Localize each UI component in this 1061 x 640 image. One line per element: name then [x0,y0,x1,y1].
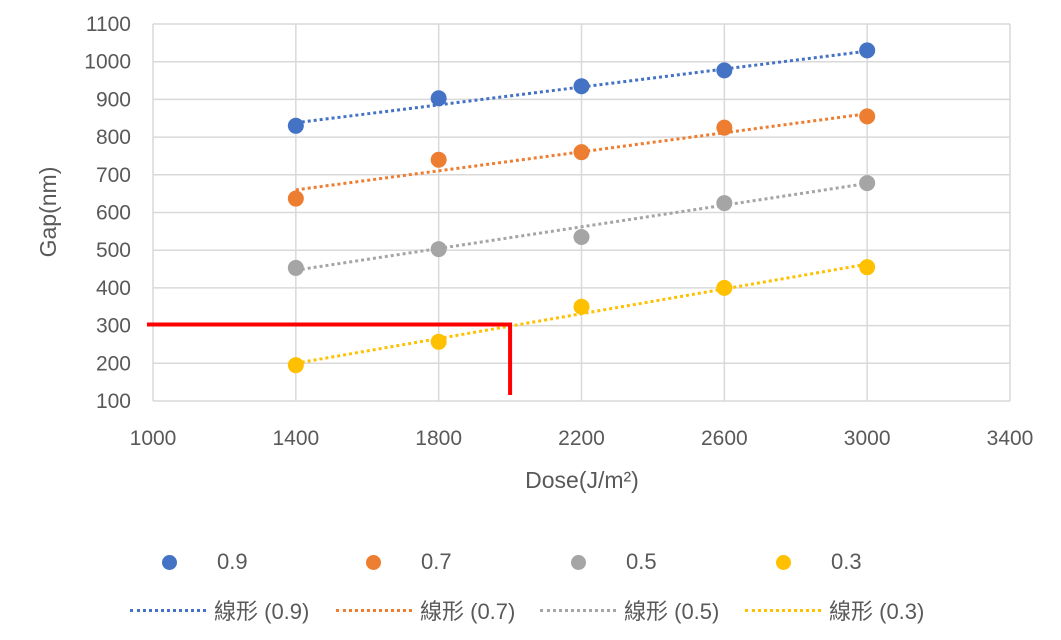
blue-dot-icon [162,554,177,570]
legend-label: 0.3 [831,549,862,574]
data-point [573,78,590,95]
y-tick-label: 100 [96,390,131,413]
data-point [287,117,304,134]
legend-markers-row: 0.9 0.7 0.5 0.3 [0,542,1061,582]
data-point [573,144,590,161]
blue-dotted-line-icon [130,608,206,612]
y-axis-label: Gap(nm) [35,167,61,258]
legend-item-0.3: 0.3 [776,542,862,582]
yellow-dotted-line-icon [745,608,821,612]
legend-trend-label: 線形 (0.3) [829,599,925,624]
y-tick-label: 300 [96,315,131,338]
x-tick-labels: 1000 1400 1800 2200 2600 3000 3400 [130,427,1034,450]
y-tick-label: 1000 [84,51,131,74]
data-point [716,195,733,212]
data-point [716,62,733,79]
data-point [287,190,304,207]
data-point [573,298,590,315]
grid-lines [152,23,1011,402]
x-tick-label: 3400 [987,427,1034,450]
legend-item-0.9: 0.9 [162,542,248,582]
data-point [430,333,447,350]
legend-trend-label: 線形 (0.5) [624,599,720,624]
legend-label: 0.5 [626,549,657,574]
data-point [573,229,590,246]
y-tick-label: 200 [96,352,131,375]
gray-dot-icon [571,554,586,570]
x-tick-label: 2600 [701,427,748,450]
data-point [859,259,876,276]
legend-item-0.5: 0.5 [571,542,657,582]
legend-trend-0.5: 線形 (0.5) [540,590,719,630]
x-axis-label: Dose(J/m²) [525,467,639,493]
y-tick-label: 500 [96,239,131,262]
legend-trend-0.7: 線形 (0.7) [336,590,515,630]
orange-dotted-line-icon [336,608,412,612]
legend-label: 0.9 [217,549,248,574]
data-points [287,42,876,374]
data-point [287,357,304,374]
gray-dotted-line-icon [540,608,616,612]
y-tick-label: 600 [96,202,131,225]
annotation-lines [147,322,513,395]
y-tick-label: 400 [96,277,131,300]
data-point [859,42,876,59]
x-tick-label: 1000 [130,427,177,450]
x-tick-label: 3000 [844,427,891,450]
data-point [430,241,447,258]
orange-dot-icon [366,554,381,570]
x-tick-label: 2200 [558,427,605,450]
yellow-dot-icon [776,554,791,570]
legend: 0.9 0.7 0.5 0.3 線形 (0.9) 線形 (0.7) 線形 (0.… [0,530,1061,640]
data-point [430,90,447,107]
data-point [287,259,304,276]
legend-trend-label: 線形 (0.7) [420,599,516,624]
data-point [430,151,447,168]
legend-trend-0.3: 線形 (0.3) [745,590,924,630]
y-tick-label: 1100 [86,13,131,36]
legend-trend-0.9: 線形 (0.9) [130,590,309,630]
y-tick-labels: 100 200 300 400 500 600 700 800 900 1000 1100 [84,13,131,413]
scatter-chart: 1000 1400 1800 2200 2600 3000 3400 100 200 300 40… [35,13,1034,493]
y-tick-label: 900 [96,88,131,111]
legend-label: 0.7 [421,549,452,574]
trendline [295,181,868,272]
legend-trend-label: 線形 (0.9) [214,599,310,624]
data-point [859,175,876,192]
data-point [859,108,876,125]
legend-trendlines-row: 線形 (0.9) 線形 (0.7) 線形 (0.5) 線形 (0.3) [0,590,1061,630]
x-tick-label: 1400 [272,427,319,450]
data-point [716,279,733,296]
data-point [716,119,733,136]
x-tick-label: 1800 [415,427,462,450]
y-tick-label: 700 [96,164,131,187]
y-tick-label: 800 [96,126,131,149]
legend-item-0.7: 0.7 [366,542,452,582]
